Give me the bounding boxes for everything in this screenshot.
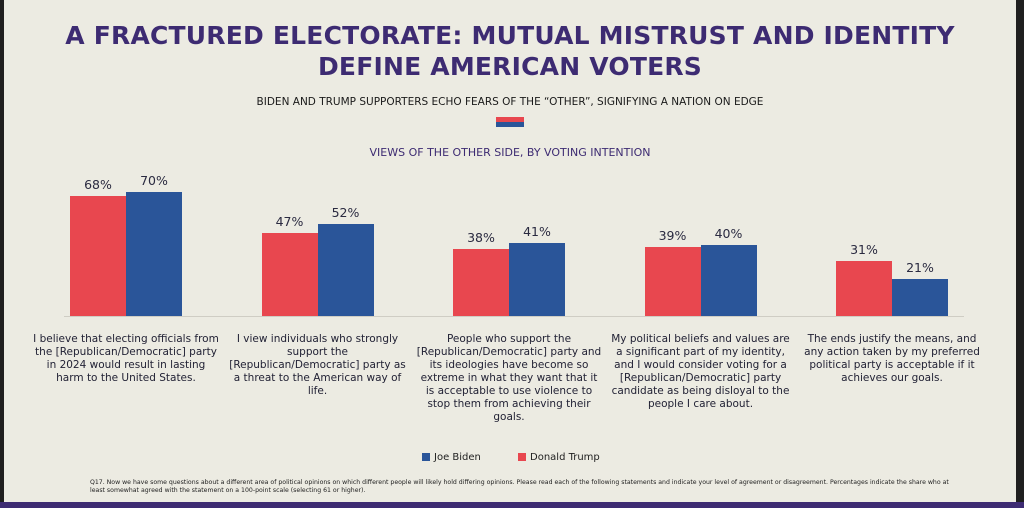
bottom-bar	[0, 502, 1024, 508]
bar-trump-5	[836, 261, 892, 316]
bar-biden-2	[317, 223, 374, 316]
slide: A FRACTURED ELECTORATE: MUTUAL MISTRUST …	[4, 0, 1016, 502]
bar-trump-3	[453, 248, 509, 316]
bar-trump-1	[70, 195, 126, 316]
category-label-3: People who support the [Republican/Democ…	[416, 333, 602, 423]
title-line-2: DEFINE AMERICAN VOTERS	[317, 52, 703, 81]
bar-trump-4	[644, 246, 701, 316]
legend-item-trump: Donald Trump	[518, 452, 600, 464]
data-label-trump-5: 31%	[850, 242, 878, 258]
data-label-trump-3: 38%	[467, 229, 495, 245]
page-subtitle: BIDEN AND TRUMP SUPPORTERS ECHO FEARS OF…	[256, 96, 764, 108]
chart-legend: Joe Biden Donald Trump	[4, 452, 1016, 466]
data-label-trump-4: 39%	[658, 227, 687, 243]
category-label-1: I believe that electing officials from t…	[33, 333, 219, 384]
bar-biden-5	[892, 278, 948, 316]
bar-biden-3	[509, 243, 565, 316]
footnote: Q17. Now we have some questions about a …	[90, 479, 949, 494]
legend-label-trump: Donald Trump	[530, 452, 600, 463]
data-label-trump-2: 47%	[275, 213, 304, 229]
legend-item-biden: Joe Biden	[422, 452, 481, 464]
data-label-biden-1: 70%	[140, 173, 168, 188]
legend-label-biden: Joe Biden	[434, 452, 481, 463]
data-label-biden-4: 40%	[714, 226, 743, 242]
data-label-trump-1: 68%	[84, 176, 112, 192]
flag-blue-stripe	[496, 122, 524, 127]
data-label-biden-2: 52%	[331, 204, 360, 220]
flag-red-stripe	[496, 117, 524, 122]
chart-baseline	[64, 316, 964, 317]
category-label-2: I view individuals who strongly support …	[229, 333, 406, 397]
bar-biden-1	[126, 192, 182, 316]
flag-divider	[496, 117, 524, 127]
legend-swatch-biden	[422, 453, 430, 461]
data-label-biden-5: 21%	[906, 259, 934, 275]
data-label-biden-3: 41%	[523, 224, 551, 240]
category-label-4: My political beliefs and values are a si…	[611, 333, 790, 410]
chart-title: VIEWS OF THE OTHER SIDE, BY VOTING INTEN…	[369, 146, 651, 159]
bar-trump-2	[261, 232, 318, 316]
legend-swatch-trump	[518, 453, 526, 461]
category-label-5: The ends justify the means, and any acti…	[804, 333, 980, 384]
page-title: A FRACTURED ELECTORATE: MUTUAL MISTRUST …	[4, 20, 1016, 82]
title-line-1: A FRACTURED ELECTORATE: MUTUAL MISTRUST …	[65, 21, 955, 50]
bar-biden-4	[700, 245, 757, 316]
